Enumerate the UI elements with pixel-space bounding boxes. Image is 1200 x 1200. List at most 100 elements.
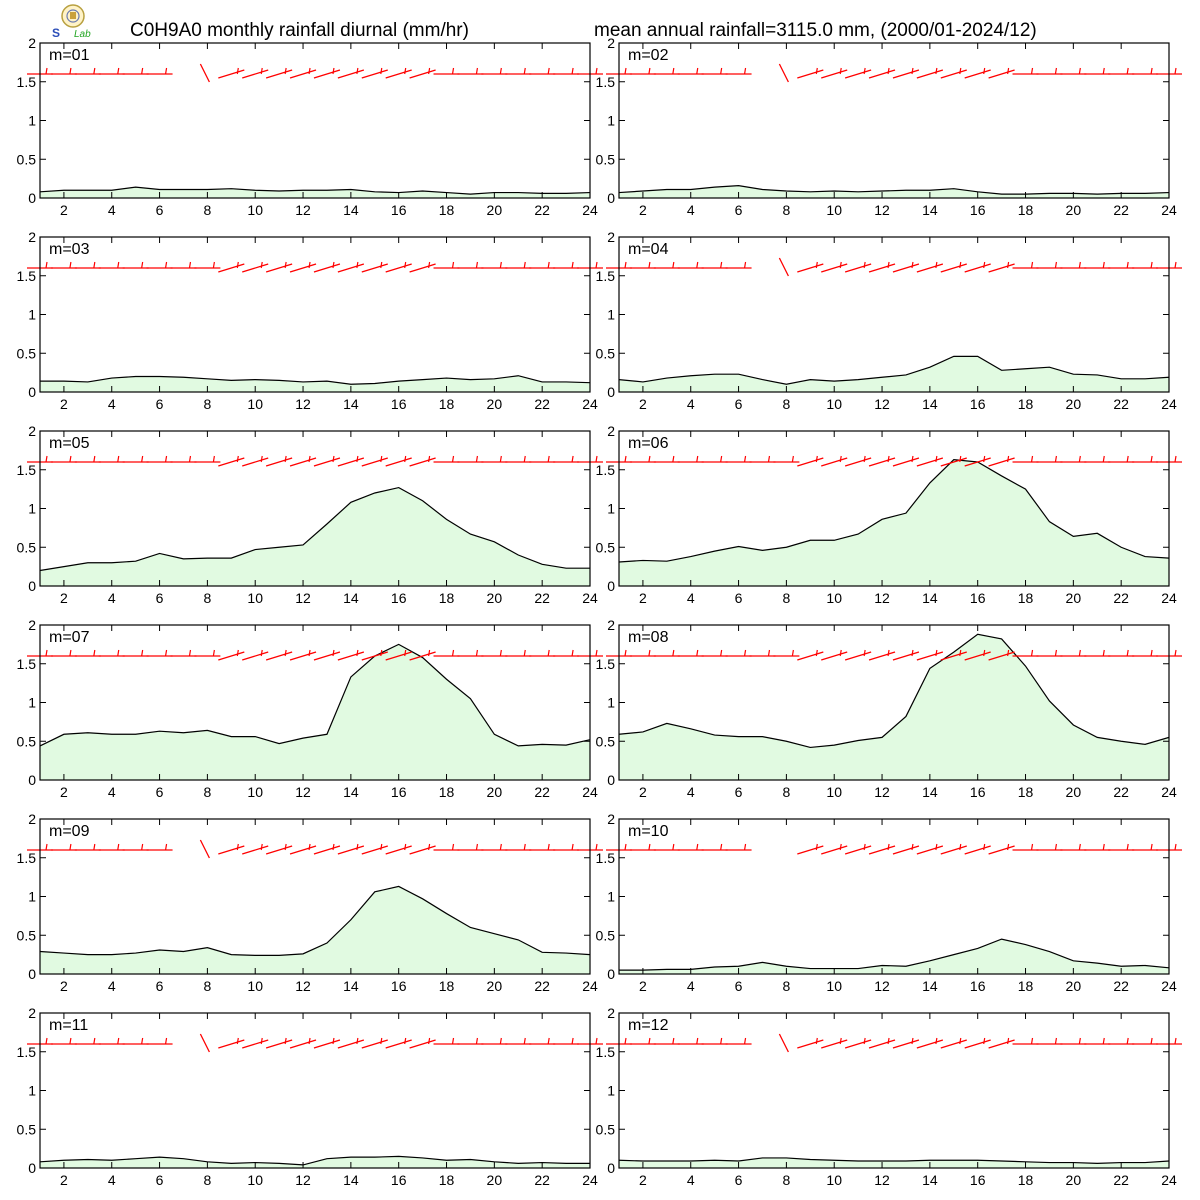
- wind-barb-tick: [451, 455, 455, 463]
- y-tick-label: 1: [607, 1083, 615, 1099]
- wind-barb: [242, 845, 269, 855]
- panel-label: m=12: [628, 1017, 669, 1034]
- wind-barb-tick: [1150, 649, 1153, 657]
- wind-barb-tick: [983, 67, 986, 75]
- wind-barb-tick: [815, 1037, 818, 1045]
- wind-barb-tick: [188, 455, 192, 463]
- y-tick-label: 0: [607, 384, 615, 400]
- x-tick-label: 8: [203, 1172, 211, 1188]
- wind-barb-tick: [839, 261, 842, 269]
- x-tick-label: 16: [970, 202, 986, 218]
- wind-barb-tick: [523, 1037, 526, 1045]
- wind-barb-tick: [1007, 455, 1010, 463]
- chart-summary: mean annual rainfall=3115.0 mm, (2000/01…: [594, 20, 1037, 41]
- wind-barb-tick: [1150, 67, 1153, 75]
- y-tick-label: 0: [28, 190, 36, 206]
- x-tick-label: 4: [687, 396, 695, 412]
- x-tick-label: 16: [970, 590, 986, 606]
- wind-barb-tick: [720, 261, 723, 269]
- wind-barb: [821, 651, 848, 661]
- x-tick-label: 2: [60, 590, 68, 606]
- x-tick-label: 22: [534, 978, 550, 994]
- panel-frame: [618, 42, 1170, 199]
- wind-barb: [337, 457, 365, 467]
- wind-barb-tick: [1174, 1037, 1177, 1045]
- x-tick-label: 24: [1161, 590, 1177, 606]
- wind-barb: [313, 845, 341, 855]
- wind-barb-tick: [404, 67, 407, 75]
- wind-barb: [797, 845, 824, 855]
- wind-barb-tick: [332, 261, 335, 269]
- x-tick-label: 12: [295, 784, 311, 800]
- wind-barb-tick: [164, 843, 168, 851]
- wind-barb-tick: [308, 843, 311, 851]
- rainfall-line: [39, 885, 591, 957]
- panel-label: m=10: [628, 823, 669, 840]
- wind-barb-tick: [260, 67, 263, 75]
- wind-barb-tick: [911, 261, 914, 269]
- y-tick-label: 0.5: [17, 733, 37, 749]
- wind-barb-tick: [284, 67, 287, 75]
- wind-barb-tick: [1126, 261, 1129, 269]
- wind-barb-tick: [983, 1037, 986, 1045]
- wind-barb-tick: [1078, 1037, 1081, 1045]
- y-tick-label: 2: [28, 35, 36, 51]
- x-tick-label: 2: [639, 1172, 647, 1188]
- wind-barb-tick: [356, 843, 359, 851]
- wind-barb-tick: [380, 649, 383, 657]
- wind-barb-tick: [547, 261, 550, 269]
- x-tick-label: 24: [1161, 396, 1177, 412]
- wind-barb-tick: [595, 67, 598, 75]
- wind-barb-tick: [451, 1037, 455, 1045]
- wind-barb-tick: [571, 843, 574, 851]
- wind-barb: [242, 1039, 269, 1049]
- wind-barb-tick: [911, 649, 914, 657]
- wind-barb-tick: [451, 649, 455, 657]
- wind-barb-tick: [696, 843, 699, 851]
- x-tick-label: 8: [782, 978, 790, 994]
- rainfall-line: [619, 938, 1170, 971]
- wind-barb-tick: [1054, 67, 1058, 75]
- x-tick-label: 24: [1161, 978, 1177, 994]
- wind-barb-tick: [839, 843, 842, 851]
- wind-barb-tick: [720, 67, 723, 75]
- wind-barb: [892, 263, 920, 273]
- wind-barb: [988, 457, 1015, 467]
- wind-barb: [265, 457, 293, 467]
- wind-barb-tick: [1007, 261, 1010, 269]
- wind-barb-tick: [1174, 843, 1177, 851]
- rainfall-line: [39, 486, 590, 572]
- x-tick-label: 2: [639, 590, 647, 606]
- x-tick-label: 4: [108, 784, 116, 800]
- wind-barb-tick: [696, 67, 699, 75]
- wind-barb-tick: [308, 455, 311, 463]
- wind-barb-tick: [547, 67, 550, 75]
- x-tick-label: 6: [735, 978, 743, 994]
- x-tick-label: 2: [60, 1172, 68, 1188]
- wind-barb: [385, 457, 412, 467]
- wind-barb-tick: [571, 1037, 574, 1045]
- x-tick-label: 22: [534, 590, 550, 606]
- x-tick-label: 8: [782, 202, 790, 218]
- x-tick-label: 24: [582, 590, 598, 606]
- wind-barb-tick: [887, 67, 890, 75]
- wind-barb-tick: [260, 261, 263, 269]
- x-tick-label: 12: [295, 1172, 311, 1188]
- wind-barb-tick: [743, 67, 747, 75]
- chart-title: C0H9A0 monthly rainfall diurnal (mm/hr): [130, 20, 469, 41]
- x-tick-label: 4: [687, 784, 695, 800]
- y-tick-label: 0.5: [596, 539, 616, 555]
- wind-barb-tick: [93, 455, 96, 463]
- wind-barb-tick: [475, 843, 479, 851]
- y-tick-label: 2: [607, 423, 615, 439]
- wind-barb-tick: [380, 1037, 383, 1045]
- wind-barb-tick: [839, 455, 842, 463]
- wind-barb-tick: [959, 649, 962, 657]
- x-tick-label: 20: [1066, 978, 1082, 994]
- rainfall-line: [40, 375, 591, 385]
- wind-barb: [940, 263, 967, 273]
- wind-barb: [844, 651, 872, 661]
- wind-barb-tick: [404, 455, 407, 463]
- wind-barb-tick: [571, 67, 574, 75]
